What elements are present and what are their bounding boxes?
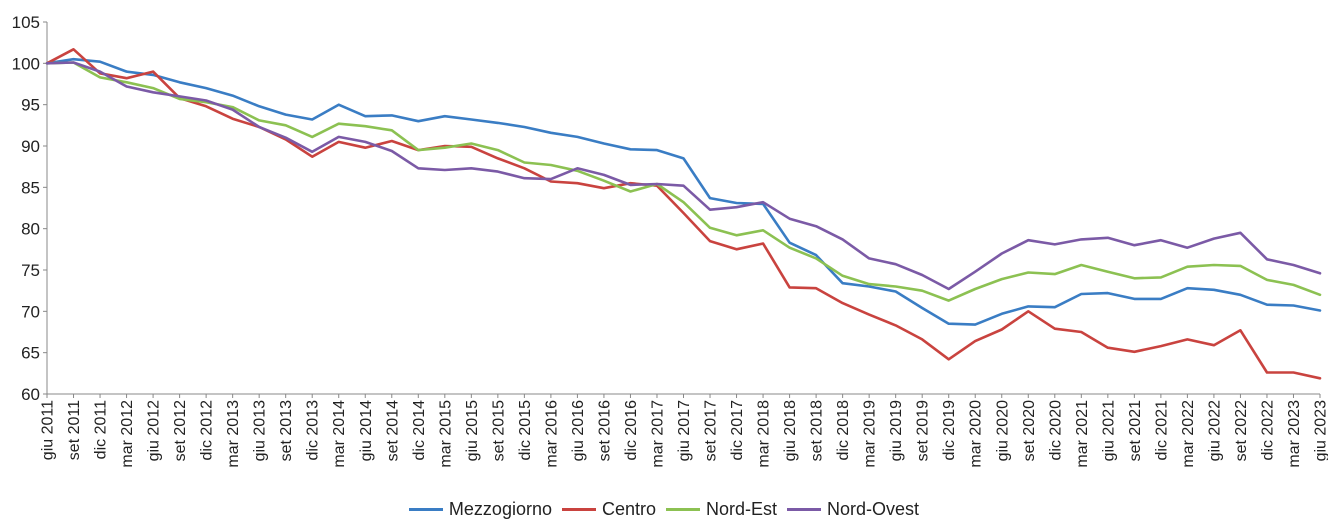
y-tick-label: 70 <box>21 302 40 321</box>
x-tick-label: set 2012 <box>172 400 189 461</box>
x-tick-label: set 2016 <box>596 400 613 461</box>
line-chart: 60 65 70 75 80 85 90 95 100 105 giu 2011 set 2011 d… <box>12 13 1328 468</box>
legend-item-nord-est: Nord-Est <box>666 499 777 520</box>
x-tick-label: set 2017 <box>703 400 720 461</box>
x-tick-label: giu 2014 <box>358 400 375 461</box>
legend-label: Centro <box>601 498 657 519</box>
x-tick-label: giu 2020 <box>994 400 1011 461</box>
x-tick-label: giu 2021 <box>1100 400 1117 461</box>
legend-item-centro: Centro <box>561 498 657 520</box>
y-tick-label: 85 <box>21 178 40 197</box>
x-tick-label: mar 2013 <box>225 400 242 468</box>
axes <box>46 22 1320 395</box>
x-tick-label: dic 2011 <box>93 400 110 459</box>
y-tick-label: 75 <box>21 261 40 280</box>
x-tick-label: dic 2015 <box>517 400 534 461</box>
legend-item-nord-ovest: Nord-Ovest <box>787 499 919 520</box>
x-tick-label: giu 2011 <box>40 400 57 460</box>
y-tick-label: 60 <box>21 385 40 404</box>
legend: Mezzogiorno Centro Nord-Est Nord-Ovest <box>0 498 1328 520</box>
x-tick-label: mar 2022 <box>1180 400 1197 468</box>
x-tick-label: set 2020 <box>1021 400 1038 461</box>
x-tick-label: dic 2019 <box>941 400 958 461</box>
x-tick-label: dic 2016 <box>623 400 640 461</box>
x-tick-label: mar 2020 <box>968 400 985 468</box>
y-tick-label: 95 <box>21 96 40 115</box>
x-tick-label: mar 2014 <box>331 400 348 468</box>
x-tick-label: set 2022 <box>1233 400 1250 461</box>
x-tick-label: giu 2015 <box>464 400 481 461</box>
x-tick-label: set 2015 <box>490 400 507 461</box>
x-tick-label: dic 2012 <box>199 400 216 461</box>
series-lines <box>45 47 1322 380</box>
x-tick-label: set 2013 <box>278 400 295 461</box>
legend-label: Nord-Ovest <box>827 498 920 519</box>
x-tick-label: giu 2017 <box>676 400 693 461</box>
legend-swatch <box>666 507 701 511</box>
x-tick-label: dic 2017 <box>729 400 746 461</box>
legend-label: Nord-Est <box>706 498 778 519</box>
series-line-nord-est <box>45 61 1322 302</box>
x-tick-label: giu 2013 <box>252 400 269 461</box>
x-tick-label: giu 2016 <box>570 400 587 461</box>
legend-item-mezzogiorno: Mezzogiorno <box>408 498 552 520</box>
y-tick-label: 90 <box>21 137 40 156</box>
x-tick-label: giu 2012 <box>146 400 163 461</box>
x-tick-label: set 2021 <box>1127 400 1144 461</box>
x-tick-label: mar 2018 <box>756 400 773 468</box>
y-tick-label: 65 <box>21 344 40 363</box>
x-tick-label: set 2011 <box>66 400 83 460</box>
x-tick-label: dic 2013 <box>305 400 322 461</box>
x-tick-label: mar 2016 <box>543 400 560 468</box>
x-tick-label: mar 2023 <box>1286 400 1303 468</box>
x-tick-label: mar 2015 <box>437 400 454 468</box>
x-tick-label: mar 2021 <box>1074 400 1091 468</box>
y-tick-label: 105 <box>12 13 40 32</box>
x-tick-label: dic 2022 <box>1259 400 1276 461</box>
y-tick-label: 80 <box>21 220 40 239</box>
legend-swatch <box>561 507 596 511</box>
y-axis-ticks: 60 65 70 75 80 85 90 95 100 105 <box>12 13 47 404</box>
x-tick-label: dic 2020 <box>1047 400 1064 461</box>
x-tick-label: mar 2017 <box>649 400 666 468</box>
x-tick-label: dic 2014 <box>411 400 428 461</box>
x-tick-label: dic 2018 <box>835 400 852 461</box>
x-tick-label: set 2019 <box>915 400 932 461</box>
x-tick-label: giu 2023 <box>1313 400 1328 461</box>
x-tick-label: giu 2022 <box>1206 400 1223 461</box>
series-line-nord-ovest <box>45 61 1322 291</box>
x-tick-label: giu 2018 <box>782 400 799 461</box>
x-tick-label: set 2018 <box>809 400 826 461</box>
y-tick-label: 100 <box>12 54 40 73</box>
x-tick-label: dic 2021 <box>1153 400 1170 461</box>
legend-swatch <box>408 507 443 511</box>
x-axis-ticks: giu 2011 set 2011 dic 2011 mar 2012 giu 2012… <box>40 394 1328 468</box>
series-line-mezzogiorno <box>45 57 1322 326</box>
x-tick-label: mar 2019 <box>862 400 879 468</box>
legend-label: Mezzogiorno <box>448 498 552 519</box>
x-tick-label: giu 2019 <box>888 400 905 461</box>
legend-swatch <box>787 507 822 511</box>
x-tick-label: mar 2012 <box>119 400 136 468</box>
x-tick-label: set 2014 <box>384 400 401 461</box>
